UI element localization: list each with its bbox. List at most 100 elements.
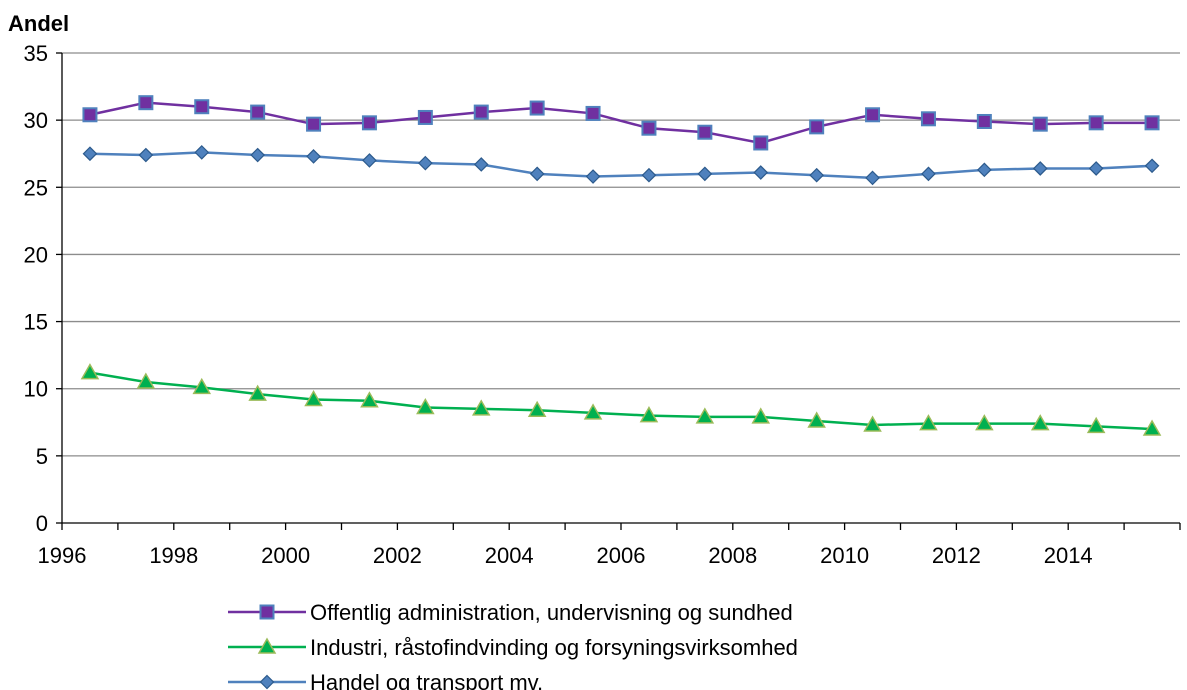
- data-point: [807, 411, 826, 428]
- y-axis-title: Andel: [8, 11, 69, 36]
- data-point: [1030, 414, 1050, 431]
- x-tick-label: 1996: [38, 543, 87, 568]
- data-point: [920, 111, 936, 127]
- x-tick-label: 2006: [597, 543, 646, 568]
- legend-label: Industri, råstofindvinding og forsynings…: [310, 635, 798, 660]
- data-point: [138, 95, 154, 111]
- data-point: [583, 403, 603, 420]
- legend: Offentlig administration, undervisning o…: [228, 600, 798, 690]
- series-line: [89, 371, 1153, 431]
- y-tick-label: 15: [24, 310, 48, 335]
- x-tick-label: 2010: [820, 543, 869, 568]
- y-tick-label: 35: [24, 41, 48, 66]
- legend-label: Handel og transport mv.: [310, 670, 543, 690]
- legend-item: Handel og transport mv.: [228, 670, 543, 690]
- y-tick-label: 20: [24, 242, 48, 267]
- data-point: [361, 115, 377, 131]
- axes: [56, 52, 1181, 530]
- data-point: [82, 146, 98, 162]
- data-point: [82, 107, 98, 123]
- series-line: [89, 101, 1153, 145]
- data-point: [1032, 116, 1048, 132]
- data-point: [1088, 115, 1104, 131]
- x-tick-label: 2004: [485, 543, 534, 568]
- data-point: [865, 170, 880, 186]
- data-point: [192, 377, 212, 395]
- data-point: [416, 398, 435, 415]
- x-tick-label: 2012: [932, 543, 981, 568]
- data-point: [529, 166, 545, 182]
- data-point: [977, 162, 992, 178]
- x-tick-label: 1998: [149, 543, 198, 568]
- data-point: [194, 99, 210, 115]
- legend-marker: [259, 604, 275, 620]
- data-point: [248, 384, 267, 401]
- data-point: [1032, 161, 1048, 176]
- data-point: [306, 149, 321, 164]
- data-point: [1144, 115, 1160, 131]
- series-diamond: [82, 145, 1160, 186]
- y-tick-label: 25: [24, 175, 48, 200]
- y-tick-label: 10: [24, 377, 48, 402]
- y-tick-label: 0: [36, 511, 48, 536]
- data-point: [1088, 161, 1104, 176]
- legend-marker: [257, 637, 277, 654]
- x-tick-label: 2002: [373, 543, 422, 568]
- series-square: [82, 95, 1160, 151]
- data-point: [360, 391, 379, 408]
- data-point: [585, 169, 601, 184]
- data-point: [863, 415, 882, 432]
- data-point: [865, 107, 881, 123]
- data-point: [138, 147, 154, 163]
- data-point: [473, 157, 489, 172]
- data-point: [527, 400, 547, 417]
- x-tick-label: 2000: [261, 543, 310, 568]
- data-point: [362, 153, 377, 168]
- data-point: [921, 166, 936, 182]
- y-tick-label: 5: [36, 444, 48, 469]
- data-point: [697, 166, 713, 182]
- series-line: [89, 151, 1153, 180]
- y-tick-label: 30: [24, 108, 48, 133]
- data-point: [585, 105, 601, 121]
- data-point: [641, 120, 657, 136]
- data-point: [1086, 416, 1106, 434]
- data-point: [975, 414, 994, 431]
- data-point: [80, 363, 100, 380]
- data-point: [473, 104, 489, 120]
- legend-marker: [259, 674, 275, 690]
- x-tick-labels: 1996 1998 2000 2002 2004 2006 2008 2010 2012 2014: [38, 543, 1093, 568]
- data-point: [1142, 419, 1162, 436]
- gridlines: [62, 52, 1180, 457]
- legend-label: Offentlig administration, undervisning o…: [310, 600, 793, 625]
- data-point: [529, 100, 545, 116]
- data-point: [194, 145, 210, 160]
- data-point: [976, 113, 992, 129]
- data-point: [641, 167, 657, 183]
- data-point: [809, 119, 825, 135]
- x-tick-label: 2014: [1044, 543, 1093, 568]
- data-point: [417, 109, 433, 125]
- data-point: [250, 104, 266, 120]
- data-point: [695, 407, 715, 424]
- data-point: [418, 155, 433, 171]
- data-point: [753, 165, 769, 180]
- series-group: [80, 95, 1162, 436]
- y-tick-labels: 0 5 10 15 20 25 30 35: [24, 41, 48, 536]
- data-point: [304, 389, 323, 407]
- data-point: [809, 167, 824, 183]
- legend-item: Offentlig administration, undervisning o…: [228, 600, 793, 625]
- series-triangle: [80, 363, 1162, 436]
- data-point: [471, 399, 491, 416]
- x-tick-label: 2008: [708, 543, 757, 568]
- data-point: [753, 135, 769, 151]
- data-point: [751, 407, 771, 424]
- data-point: [136, 372, 156, 389]
- data-point: [1144, 158, 1160, 174]
- data-point: [919, 414, 938, 431]
- data-point: [250, 147, 265, 163]
- legend-item: Industri, råstofindvinding og forsynings…: [228, 635, 798, 660]
- data-point: [697, 124, 713, 140]
- data-point: [306, 116, 322, 132]
